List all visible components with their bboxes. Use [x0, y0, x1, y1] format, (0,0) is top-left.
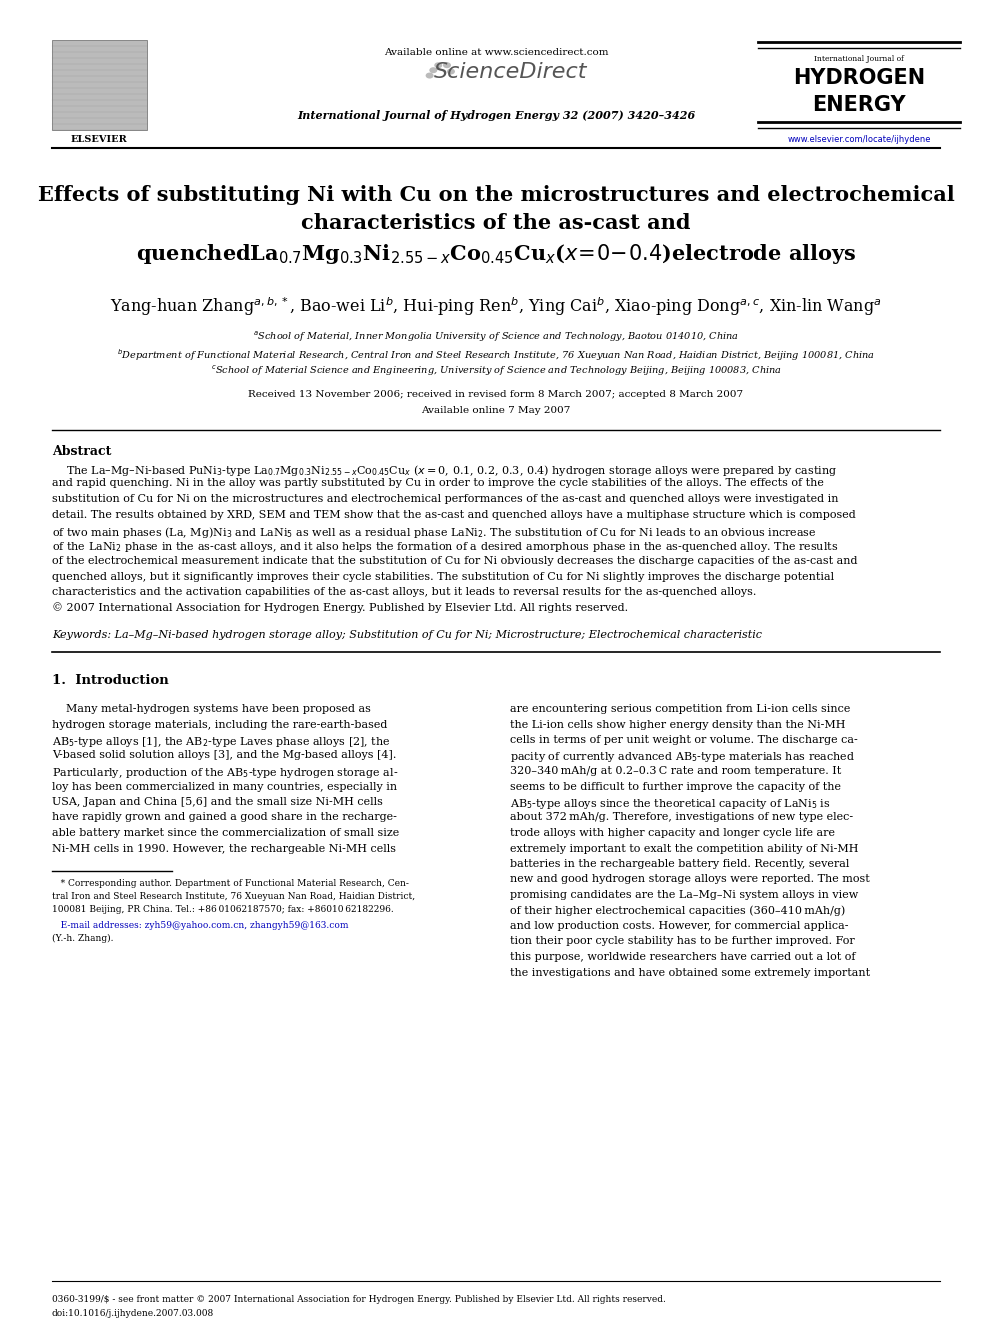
Text: $^{a}$School of Material, Inner Mongolia University of Science and Technology, B: $^{a}$School of Material, Inner Mongolia…	[253, 329, 739, 344]
Text: quenched alloys, but it significantly improves their cycle stabilities. The subs: quenched alloys, but it significantly im…	[52, 572, 834, 582]
Text: 320–340 mAh/g at 0.2–0.3 C rate and room temperature. It: 320–340 mAh/g at 0.2–0.3 C rate and room…	[510, 766, 841, 777]
Text: loy has been commercialized in many countries, especially in: loy has been commercialized in many coun…	[52, 782, 397, 791]
Ellipse shape	[430, 67, 437, 73]
Text: Available online 7 May 2007: Available online 7 May 2007	[422, 406, 570, 415]
Text: Many metal-hydrogen systems have been proposed as: Many metal-hydrogen systems have been pr…	[52, 704, 371, 714]
Text: 1.  Introduction: 1. Introduction	[52, 673, 169, 687]
Text: this purpose, worldwide researchers have carried out a lot of: this purpose, worldwide researchers have…	[510, 953, 855, 962]
Text: promising candidates are the La–Mg–Ni system alloys in view: promising candidates are the La–Mg–Ni sy…	[510, 890, 858, 900]
Text: characteristics and the activation capabilities of the as-cast alloys, but it le: characteristics and the activation capab…	[52, 587, 756, 597]
Text: Effects of substituting Ni with Cu on the microstructures and electrochemical: Effects of substituting Ni with Cu on th…	[38, 185, 954, 205]
Text: International Journal of: International Journal of	[814, 56, 904, 64]
Text: have rapidly grown and gained a good share in the recharge-: have rapidly grown and gained a good sha…	[52, 812, 397, 823]
Text: new and good hydrogen storage alloys were reported. The most: new and good hydrogen storage alloys wer…	[510, 875, 870, 885]
Text: tral Iron and Steel Research Institute, 76 Xueyuan Nan Road, Haidian District,: tral Iron and Steel Research Institute, …	[52, 892, 415, 901]
Text: $^{c}$School of Material Science and Engineering, University of Science and Tech: $^{c}$School of Material Science and Eng…	[210, 364, 782, 378]
Text: Abstract: Abstract	[52, 445, 111, 458]
Ellipse shape	[426, 73, 434, 78]
Text: © 2007 International Association for Hydrogen Energy. Published by Elsevier Ltd.: © 2007 International Association for Hyd…	[52, 602, 628, 614]
Text: (Y.-h. Zhang).: (Y.-h. Zhang).	[52, 934, 113, 943]
Text: www.elsevier.com/locate/ijhydene: www.elsevier.com/locate/ijhydene	[788, 135, 930, 144]
Text: able battery market since the commercialization of small size: able battery market since the commercial…	[52, 828, 399, 837]
Text: E-mail addresses: zyh59@yahoo.com.cn, zhangyh59@163.com: E-mail addresses: zyh59@yahoo.com.cn, zh…	[52, 921, 348, 930]
Text: of two main phases (La, Mg)Ni$_3$ and LaNi$_5$ as well as a residual phase LaNi$: of two main phases (La, Mg)Ni$_3$ and La…	[52, 525, 816, 540]
Text: hydrogen storage materials, including the rare-earth-based: hydrogen storage materials, including th…	[52, 720, 387, 729]
Text: ScienceDirect: ScienceDirect	[434, 62, 587, 82]
Text: detail. The results obtained by XRD, SEM and TEM show that the as-cast and quenc: detail. The results obtained by XRD, SEM…	[52, 509, 856, 520]
Text: ENERGY: ENERGY	[812, 95, 906, 115]
Text: Keywords: La–Mg–Ni-based hydrogen storage alloy; Substitution of Cu for Ni; Micr: Keywords: La–Mg–Ni-based hydrogen storag…	[52, 630, 762, 640]
Text: of their higher electrochemical capacities (360–410 mAh/g): of their higher electrochemical capaciti…	[510, 905, 845, 916]
Text: are encountering serious competition from Li-ion cells since: are encountering serious competition fro…	[510, 704, 850, 714]
Text: USA, Japan and China [5,6] and the small size Ni-MH cells: USA, Japan and China [5,6] and the small…	[52, 796, 383, 807]
Text: Available online at www.sciencedirect.com: Available online at www.sciencedirect.co…	[384, 48, 608, 57]
Text: the investigations and have obtained some extremely important: the investigations and have obtained som…	[510, 967, 870, 978]
Text: International Journal of Hydrogen Energy 32 (2007) 3420–3426: International Journal of Hydrogen Energy…	[297, 110, 695, 120]
Text: AB$_5$-type alloys since the theoretical capacity of LaNi$_5$ is: AB$_5$-type alloys since the theoretical…	[510, 796, 830, 811]
Text: of the electrochemical measurement indicate that the substitution of Cu for Ni o: of the electrochemical measurement indic…	[52, 556, 857, 566]
Text: $^{b}$Department of Functional Material Research, Central Iron and Steel Researc: $^{b}$Department of Functional Material …	[117, 347, 875, 363]
Text: batteries in the rechargeable battery field. Recently, several: batteries in the rechargeable battery fi…	[510, 859, 849, 869]
Text: ELSEVIER: ELSEVIER	[70, 135, 127, 144]
Text: 100081 Beijing, PR China. Tel.: +86 01062187570; fax: +86010 62182296.: 100081 Beijing, PR China. Tel.: +86 0106…	[52, 905, 394, 914]
Text: * Corresponding author. Department of Functional Material Research, Cen-: * Corresponding author. Department of Fu…	[52, 878, 409, 888]
Text: AB$_5$-type alloys [1], the AB$_2$-type Laves phase alloys [2], the: AB$_5$-type alloys [1], the AB$_2$-type …	[52, 736, 391, 749]
Text: about 372 mAh/g. Therefore, investigations of new type elec-: about 372 mAh/g. Therefore, investigatio…	[510, 812, 853, 823]
Text: Particularly, production of the AB$_5$-type hydrogen storage al-: Particularly, production of the AB$_5$-t…	[52, 766, 399, 781]
Text: pacity of currently advanced AB$_5$-type materials has reached: pacity of currently advanced AB$_5$-type…	[510, 750, 855, 765]
Bar	[52, 40, 147, 130]
Text: Yang-huan Zhang$^{a,b,*}$, Bao-wei Li$^{b}$, Hui-ping Ren$^{b}$, Ying Cai$^{b}$,: Yang-huan Zhang$^{a,b,*}$, Bao-wei Li$^{…	[110, 295, 882, 318]
Text: Ni-MH cells in 1990. However, the rechargeable Ni-MH cells: Ni-MH cells in 1990. However, the rechar…	[52, 844, 396, 853]
Text: of the LaNi$_2$ phase in the as-cast alloys, and it also helps the formation of : of the LaNi$_2$ phase in the as-cast all…	[52, 541, 838, 554]
Ellipse shape	[443, 62, 451, 69]
Text: substitution of Cu for Ni on the microstructures and electrochemical performance: substitution of Cu for Ni on the microst…	[52, 493, 838, 504]
Text: seems to be difficult to further improve the capacity of the: seems to be difficult to further improve…	[510, 782, 841, 791]
Text: and rapid quenching. Ni in the alloy was partly substituted by Cu in order to im: and rapid quenching. Ni in the alloy was…	[52, 479, 824, 488]
Text: 0360-3199/$ - see front matter © 2007 International Association for Hydrogen Ene: 0360-3199/$ - see front matter © 2007 In…	[52, 1295, 666, 1304]
Ellipse shape	[434, 62, 442, 69]
Text: trode alloys with higher capacity and longer cycle life are: trode alloys with higher capacity and lo…	[510, 828, 835, 837]
Text: tion their poor cycle stability has to be further improved. For: tion their poor cycle stability has to b…	[510, 937, 855, 946]
Text: extremely important to exalt the competition ability of Ni-MH: extremely important to exalt the competi…	[510, 844, 858, 853]
Text: the Li-ion cells show higher energy density than the Ni-MH: the Li-ion cells show higher energy dens…	[510, 720, 845, 729]
Text: cells in terms of per unit weight or volume. The discharge ca-: cells in terms of per unit weight or vol…	[510, 736, 858, 745]
Text: Received 13 November 2006; received in revised form 8 March 2007; accepted 8 Mar: Received 13 November 2006; received in r…	[248, 390, 744, 400]
Text: characteristics of the as-cast and: characteristics of the as-cast and	[302, 213, 690, 233]
Text: HYDROGEN: HYDROGEN	[793, 67, 926, 89]
Text: V-based solid solution alloys [3], and the Mg-based alloys [4].: V-based solid solution alloys [3], and t…	[52, 750, 397, 761]
Ellipse shape	[447, 69, 455, 74]
Text: The La–Mg–Ni-based PuNi$_3$-type La$_{0.7}$Mg$_{0.3}$Ni$_{2.55-x}$Co$_{0.45}$Cu$: The La–Mg–Ni-based PuNi$_3$-type La$_{0.…	[52, 463, 837, 478]
Text: and low production costs. However, for commercial applica-: and low production costs. However, for c…	[510, 921, 848, 931]
Text: doi:10.1016/j.ijhydene.2007.03.008: doi:10.1016/j.ijhydene.2007.03.008	[52, 1308, 214, 1318]
Text: quenchedLa$_{0.7}$Mg$_{0.3}$Ni$_{2.55-x}$Co$_{0.45}$Cu$_{x}$($x\!=\!0\!-\!0.4$)e: quenchedLa$_{0.7}$Mg$_{0.3}$Ni$_{2.55-x}…	[136, 242, 856, 266]
